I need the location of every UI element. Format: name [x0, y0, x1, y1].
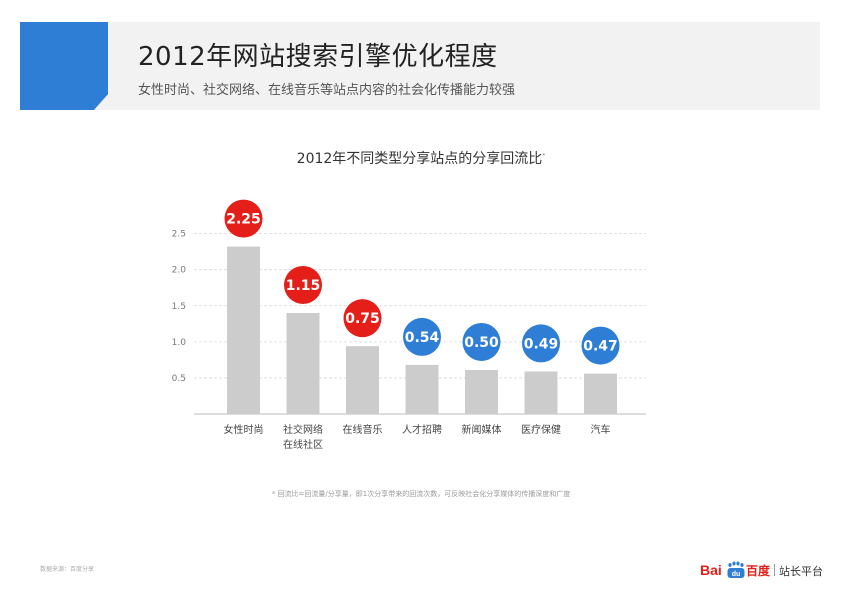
data-label: 0.47: [583, 339, 618, 355]
logo-platform-text: 站长平台: [779, 564, 823, 578]
value-badge: [522, 324, 560, 363]
logo-du-text: du: [732, 571, 741, 578]
x-tick-label: 医疗保健: [521, 423, 561, 436]
x-tick-label: 汽车: [591, 423, 611, 436]
y-tick-label: 2.0: [172, 266, 187, 276]
x-tick-label: 女性时尚: [224, 423, 264, 436]
data-label: 0.49: [524, 336, 559, 352]
x-tick-label: 在线音乐: [343, 423, 383, 436]
logo-cn-text: 百度: [746, 563, 771, 578]
bar: [524, 371, 558, 414]
baidu-paw-icon: [727, 561, 745, 578]
x-tick-label: 新闻媒体: [462, 423, 502, 436]
header-band: [20, 22, 820, 110]
chart-title-text: 2012年不同类型分享站点的分享回流比: [296, 151, 543, 167]
y-tick-label: 1.0: [172, 338, 187, 348]
x-tick-label: 社交网络: [283, 423, 323, 436]
y-tick-label: 2.5: [172, 230, 186, 240]
bar: [286, 312, 320, 414]
value-badge: [581, 326, 620, 365]
chart-title-note: *: [542, 152, 546, 160]
y-tick-label: 0.5: [172, 374, 186, 384]
chart-title: 2012年不同类型分享站点的分享回流比*: [0, 148, 842, 168]
baidu-zhanzhang-logo: Bai du 百度 站长平台: [700, 561, 823, 578]
chart-footnote: * 回流比=回流量/分享量，即1次分享带来的回流次数，可反映社会化分享媒体的传播…: [271, 490, 571, 498]
x-tick-label: 在线社区: [283, 438, 323, 451]
bar: [405, 364, 439, 414]
bar: [227, 246, 260, 414]
data-label: 0.50: [464, 335, 499, 351]
logo-divider: [774, 564, 775, 576]
value-badge: [343, 299, 382, 338]
logo-bai-text: Bai: [700, 562, 722, 578]
bar: [346, 346, 379, 414]
data-label: 0.75: [345, 311, 380, 327]
page-subtitle: 女性时尚、社交网络、在线音乐等站点内容的社会化传播能力较强: [138, 83, 516, 98]
value-badge: [403, 317, 441, 356]
y-tick-label: 1.5: [172, 302, 186, 312]
bar: [465, 369, 498, 414]
data-label: 1.15: [286, 278, 321, 294]
x-tick-label: 人才招聘: [402, 423, 442, 436]
data-source: 数据来源：百度分享: [40, 566, 95, 573]
value-badge: [224, 199, 263, 238]
data-label: 0.54: [405, 330, 440, 346]
value-badge: [462, 322, 501, 361]
header-accent-block: [20, 22, 108, 110]
data-label: 2.25: [226, 212, 261, 228]
bar: [584, 373, 617, 414]
page-title: 2012年网站搜索引擎优化程度: [138, 42, 498, 72]
value-badge: [284, 265, 322, 304]
